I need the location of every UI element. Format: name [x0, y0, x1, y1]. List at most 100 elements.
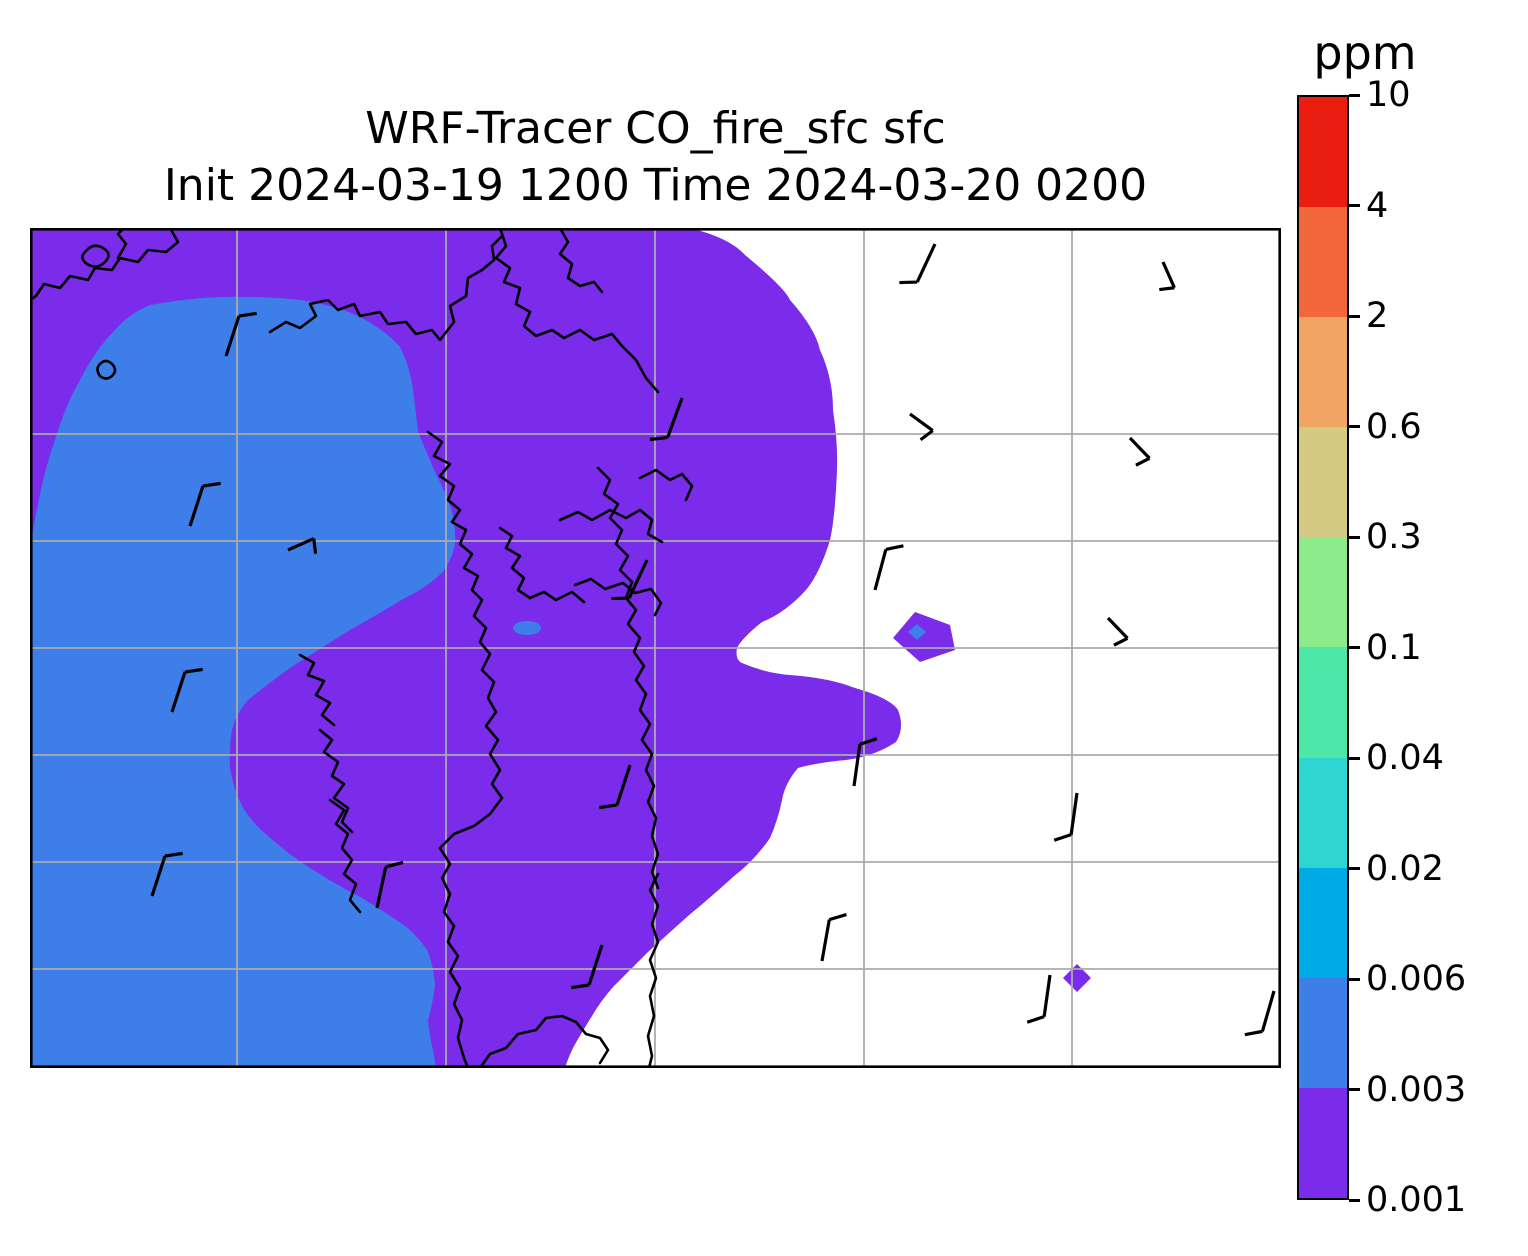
wind-barb — [852, 737, 878, 787]
colorbar-tick-label: 0.3 — [1366, 517, 1422, 557]
coastline — [328, 798, 362, 914]
colorbar-segment — [1299, 867, 1347, 978]
colorbar-tickmark — [1349, 756, 1360, 760]
plot-title: WRF-Tracer CO_fire_sfc sfc Init 2024-03-… — [30, 100, 1281, 214]
colorbar-tick-label: 0.02 — [1366, 848, 1444, 889]
colorbar-tick-label: 0.003 — [1366, 1069, 1467, 1110]
wind-barb-glyph — [170, 667, 203, 713]
colorbar-segment — [1299, 977, 1347, 1088]
coastline — [478, 1014, 610, 1068]
colorbar-tick-label: 0.001 — [1366, 1180, 1467, 1220]
colorbar-gradient — [1299, 97, 1347, 1198]
wind-barb-glyph — [611, 559, 649, 601]
wind-barb — [1026, 974, 1052, 1024]
colorbar-tickmark — [1349, 314, 1360, 318]
colorbar-tick-label: 0.04 — [1366, 738, 1444, 778]
map-border — [30, 228, 1281, 1068]
wind-barb-glyph — [1159, 261, 1176, 292]
wind-barb — [224, 311, 257, 357]
wind-barb — [599, 764, 632, 810]
coastline — [426, 430, 498, 714]
coastline — [81, 244, 110, 268]
wind-barb-glyph — [1026, 974, 1052, 1024]
plot-title-line2: Init 2024-03-19 1200 Time 2024-03-20 020… — [163, 160, 1148, 211]
coastline — [558, 508, 664, 544]
colorbar — [1297, 95, 1349, 1200]
wind-barb — [899, 243, 937, 285]
wind-barb — [150, 851, 183, 897]
colorbar-tickmark — [1349, 867, 1360, 870]
wind-barb — [188, 481, 221, 527]
wind-barb-glyph — [375, 860, 404, 909]
colorbar-tick-label: 4 — [1366, 185, 1389, 226]
coastline — [116, 228, 128, 260]
coastline — [438, 710, 504, 1068]
coastline — [498, 526, 532, 600]
contour-region-east-patch-0p001-0p003 — [893, 612, 955, 662]
wind-barb-glyph — [150, 851, 183, 897]
colorbar-tickmark — [1349, 1088, 1360, 1091]
wind-barb — [1106, 616, 1129, 647]
colorbar-segment — [1299, 427, 1347, 538]
coastline — [638, 468, 694, 502]
wind-barb — [375, 860, 404, 909]
colorbar-segment — [1299, 647, 1347, 758]
colorbar-tick-label: 2 — [1366, 296, 1389, 336]
coastline — [596, 466, 660, 890]
wind-barb-glyph — [287, 537, 318, 554]
wind-barb — [1128, 436, 1151, 467]
wind-barb-glyph — [1244, 990, 1276, 1037]
coastline — [318, 728, 354, 834]
colorbar-tickmark — [1349, 425, 1360, 428]
wind-barb — [909, 412, 934, 442]
coastline — [298, 653, 336, 727]
colorbar-tickmark — [1349, 204, 1360, 207]
colorbar-unit-label: ppm — [1313, 26, 1417, 80]
colorbar-tick-label: 0.1 — [1366, 627, 1422, 668]
coastline — [268, 234, 504, 342]
coastline — [494, 228, 660, 394]
colorbar-tickmark — [1349, 535, 1360, 539]
colorbar-tick-label: 0.6 — [1366, 406, 1422, 447]
wind-barb-glyph — [899, 243, 937, 285]
wind-barb-glyph — [571, 944, 604, 990]
wind-barb-glyph — [1128, 436, 1151, 467]
wind-barb — [649, 397, 684, 442]
wind-barb-glyph — [820, 913, 847, 962]
wind-barb — [1053, 792, 1079, 842]
colorbar-segment — [1299, 757, 1347, 868]
wind-barb-glyph — [188, 481, 221, 527]
coastline — [96, 359, 117, 380]
map-plot — [30, 228, 1281, 1068]
wind-barb — [1244, 990, 1276, 1037]
colorbar-segment — [1299, 537, 1347, 648]
colorbar-tickmark — [1349, 646, 1360, 649]
colorbar-segment — [1299, 317, 1347, 428]
wind-barb-glyph — [873, 544, 904, 591]
colorbar-tickmark — [1349, 977, 1360, 981]
wind-barb — [1159, 261, 1176, 292]
wind-barb-glyph — [1053, 792, 1079, 842]
contour-region-east-patch-core-0p003-0p006 — [908, 624, 926, 640]
contour-region-core-0p003-0p006 — [30, 296, 456, 1068]
colorbar-tickmark — [1349, 1198, 1360, 1202]
wind-barb-glyph — [599, 764, 632, 810]
plot-title-line1: WRF-Tracer CO_fire_sfc sfc — [365, 103, 946, 154]
contour-region-bay-spot-0p003-0p006 — [513, 621, 541, 635]
wind-barb — [287, 537, 318, 554]
wind-barb-glyph — [852, 737, 878, 787]
coastline — [558, 228, 604, 294]
coastline — [528, 590, 586, 604]
wind-barb — [611, 559, 649, 601]
coastline — [573, 577, 663, 617]
colorbar-tick-label: 0.006 — [1366, 959, 1467, 999]
wind-barb-glyph — [224, 311, 257, 357]
colorbar-segment — [1299, 1087, 1347, 1198]
wind-barb-glyph — [649, 397, 684, 442]
wind-barb-glyph — [1106, 616, 1129, 647]
wind-barb — [820, 913, 847, 962]
wind-barb — [170, 667, 203, 713]
coastline — [30, 228, 180, 302]
coastline — [646, 872, 660, 1068]
